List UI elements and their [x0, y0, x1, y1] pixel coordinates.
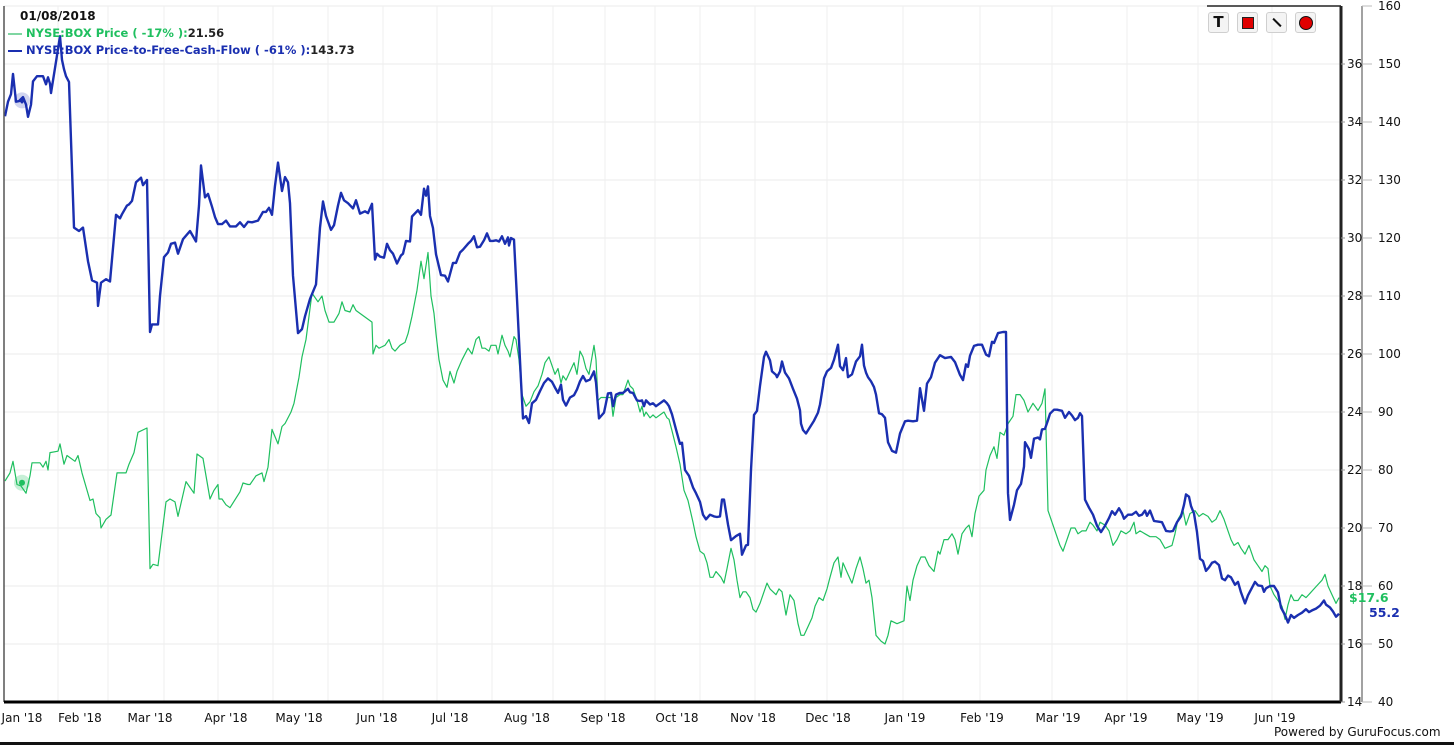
series-layer — [3, 35, 1340, 645]
price-axis-tick: 36 — [1347, 57, 1362, 71]
x-axis-tick: May '18 — [275, 711, 322, 725]
circle-icon — [1298, 15, 1313, 30]
pfcf-axis-tick: 130 — [1378, 173, 1401, 187]
x-axis-tick: Jul '18 — [431, 711, 469, 725]
x-axis-tick: Jun '18 — [355, 711, 397, 725]
pfcf-axis-tick: 150 — [1378, 57, 1401, 71]
x-axis-tick: Nov '18 — [730, 711, 776, 725]
chart-legend: 01/08/2018 NYSE:BOX Price ( -17% ): 21.5… — [8, 8, 355, 59]
pfcf-line[interactable] — [3, 35, 1340, 624]
legend-item-pfcf[interactable]: NYSE:BOX Price-to-Free-Cash-Flow ( -61% … — [8, 42, 355, 59]
price-axis-tick: 24 — [1347, 405, 1362, 419]
legend-swatch-price-icon — [8, 32, 22, 35]
x-axis-tick: Mar '19 — [1035, 711, 1080, 725]
pfcf-axis-tick: 120 — [1378, 231, 1401, 245]
legend-value-pfcf: 143.73 — [310, 43, 355, 57]
price-line[interactable] — [4, 251, 1340, 645]
x-axis-tick: Sep '18 — [581, 711, 626, 725]
legend-label-price: NYSE:BOX Price ( -17% ): — [26, 26, 188, 40]
legend-item-price[interactable]: NYSE:BOX Price ( -17% ): 21.56 — [8, 25, 355, 42]
x-axis-tick: Apr '19 — [1104, 711, 1147, 725]
price-axis-tick: 14 — [1347, 695, 1362, 709]
legend-date: 01/08/2018 — [20, 9, 96, 23]
x-axis-tick: Feb '18 — [58, 711, 102, 725]
price-axis-tick: 26 — [1347, 347, 1362, 361]
last-price-label: $17.6 — [1349, 590, 1389, 605]
legend-swatch-pfcf-icon — [8, 49, 22, 52]
price-axis-tick: 32 — [1347, 173, 1362, 187]
legend-label-pfcf: NYSE:BOX Price-to-Free-Cash-Flow ( -61% … — [26, 43, 311, 57]
x-axis-tick: Jan '18 — [1, 711, 43, 725]
rectangle-tool-button[interactable] — [1237, 12, 1258, 33]
pfcf-axis-tick: 80 — [1378, 463, 1393, 477]
pfcf-axis-tick: 70 — [1378, 521, 1393, 535]
rectangle-icon — [1241, 16, 1254, 29]
x-axis-tick: Oct '18 — [655, 711, 698, 725]
pfcf-axis-tick: 50 — [1378, 637, 1393, 651]
line-icon — [1271, 17, 1282, 28]
x-axis-tick: Feb '19 — [960, 711, 1004, 725]
powered-by-credit[interactable]: Powered by GuruFocus.com — [1274, 725, 1441, 739]
legend-value-price: 21.56 — [187, 26, 225, 40]
hover-point-price — [19, 479, 25, 486]
price-axis-tick: 34 — [1347, 115, 1362, 129]
text-tool-button[interactable]: T — [1208, 12, 1229, 33]
price-axis-tick: 18 — [1347, 579, 1362, 593]
pfcf-axis-tick: 90 — [1378, 405, 1393, 419]
price-axis-tick: 16 — [1347, 637, 1362, 651]
pfcf-axis-tick: 40 — [1378, 695, 1393, 709]
pfcf-axis-tick: 60 — [1378, 579, 1393, 593]
last-pfcf-label: 55.2 — [1369, 605, 1400, 620]
pfcf-axis-tick: 160 — [1378, 0, 1401, 13]
x-axis-tick: Jan '19 — [884, 711, 926, 725]
drawing-toolbar: T — [1208, 12, 1316, 33]
price-axis-tick: 28 — [1347, 289, 1362, 303]
circle-tool-button[interactable] — [1295, 12, 1316, 33]
price-axis-tick: 30 — [1347, 231, 1362, 245]
x-axis-tick: May '19 — [1176, 711, 1223, 725]
pfcf-axis-tick: 140 — [1378, 115, 1401, 129]
price-axis-tick: 20 — [1347, 521, 1362, 535]
x-axis-tick: Jun '19 — [1253, 711, 1295, 725]
text-tool-icon: T — [1213, 13, 1224, 31]
gridlines — [4, 5, 1341, 703]
bottom-divider — [0, 742, 1454, 745]
line-tool-button[interactable] — [1266, 12, 1287, 33]
x-axis-tick: Apr '18 — [204, 711, 247, 725]
axes: 14 16 18 20 22 24 26 28 30 32 34 36 40 50 60 70 80 90 100 1… — [1, 0, 1401, 725]
x-axis-tick: Aug '18 — [504, 711, 550, 725]
x-axis-tick: Dec '18 — [805, 711, 851, 725]
pfcf-axis-tick: 100 — [1378, 347, 1401, 361]
x-axis-tick: Mar '18 — [127, 711, 172, 725]
pfcf-axis-tick: 110 — [1378, 289, 1401, 303]
price-axis-tick: 22 — [1347, 463, 1362, 477]
